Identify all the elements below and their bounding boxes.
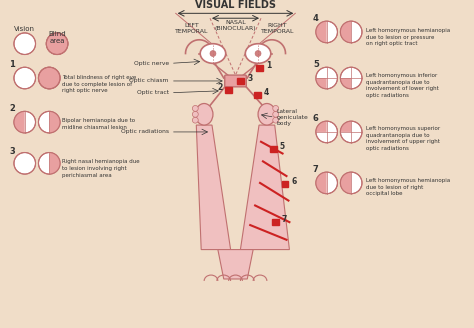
Text: Optic radiations: Optic radiations <box>121 130 169 134</box>
Wedge shape <box>316 78 327 89</box>
Text: Vision: Vision <box>14 26 35 32</box>
Ellipse shape <box>200 44 226 63</box>
Bar <box>272 219 279 225</box>
Ellipse shape <box>258 104 276 125</box>
Circle shape <box>340 121 362 143</box>
Circle shape <box>340 21 362 43</box>
Polygon shape <box>196 125 231 250</box>
Text: Optic chiasm: Optic chiasm <box>129 78 169 83</box>
Circle shape <box>316 21 337 43</box>
Text: LEFT
TEMPORAL: LEFT TEMPORAL <box>174 23 208 34</box>
Wedge shape <box>316 21 327 43</box>
Circle shape <box>273 111 279 117</box>
Text: 2: 2 <box>9 104 15 113</box>
Bar <box>237 78 244 84</box>
Circle shape <box>340 172 362 194</box>
Circle shape <box>14 67 36 89</box>
Circle shape <box>255 51 261 56</box>
Bar <box>282 181 289 187</box>
Text: 5: 5 <box>280 142 285 151</box>
Circle shape <box>316 121 337 143</box>
Circle shape <box>38 111 60 133</box>
Circle shape <box>316 67 337 89</box>
Circle shape <box>192 117 198 123</box>
Text: Bipolar hemianopia due to
midline chiasmal lesion: Bipolar hemianopia due to midline chiasm… <box>62 118 135 130</box>
Text: 2: 2 <box>218 83 223 92</box>
Wedge shape <box>340 121 351 132</box>
Circle shape <box>38 67 60 89</box>
Wedge shape <box>14 111 25 133</box>
Text: Left homonymous inferior
quadrantanopia due to
involvement of lower right
optic : Left homonymous inferior quadrantanopia … <box>366 73 438 98</box>
Text: 1: 1 <box>9 60 15 69</box>
Text: 7: 7 <box>313 165 319 174</box>
Ellipse shape <box>246 44 271 63</box>
Text: Total blindness of right eye
due to complete lesion of
right optic nerve: Total blindness of right eye due to comp… <box>62 75 136 93</box>
Text: NASAL
(BINOCULAR): NASAL (BINOCULAR) <box>215 20 256 31</box>
Circle shape <box>210 51 216 56</box>
Text: 6: 6 <box>292 177 297 186</box>
Text: 5: 5 <box>313 60 319 69</box>
Text: VISUAL FIELDS: VISUAL FIELDS <box>195 0 276 10</box>
Circle shape <box>192 111 198 117</box>
Bar <box>225 87 232 93</box>
Polygon shape <box>218 250 253 279</box>
Wedge shape <box>340 21 351 43</box>
Text: Right nasal hemianopia due
to lesion involving right
perichiasmal area: Right nasal hemianopia due to lesion inv… <box>62 159 140 177</box>
Wedge shape <box>316 172 327 194</box>
Text: Optic nerve: Optic nerve <box>134 61 169 66</box>
Text: Left homonymous superior
quadrantanopia due to
involvement of upper right
optic : Left homonymous superior quadrantanopia … <box>366 126 440 151</box>
Circle shape <box>38 67 60 89</box>
Bar <box>256 65 263 71</box>
Wedge shape <box>49 153 60 174</box>
Circle shape <box>46 33 68 54</box>
Wedge shape <box>316 121 327 132</box>
Text: 7: 7 <box>282 215 287 224</box>
Text: 4: 4 <box>264 88 269 97</box>
Text: 4: 4 <box>313 14 319 23</box>
Circle shape <box>273 106 279 111</box>
Ellipse shape <box>195 104 213 125</box>
Circle shape <box>14 33 36 54</box>
Circle shape <box>273 117 279 123</box>
Circle shape <box>340 67 362 89</box>
Text: RIGHT
TEMPORAL: RIGHT TEMPORAL <box>261 23 294 34</box>
Wedge shape <box>49 111 60 133</box>
Wedge shape <box>340 172 351 194</box>
Bar <box>254 92 261 98</box>
Circle shape <box>14 111 36 133</box>
Text: 3: 3 <box>247 74 253 83</box>
Text: Left homonymous hemianopia
due to lesion of right
occipital lobe: Left homonymous hemianopia due to lesion… <box>366 178 450 196</box>
Text: Optic tract: Optic tract <box>137 90 169 95</box>
Polygon shape <box>240 125 290 250</box>
Wedge shape <box>340 78 351 89</box>
Bar <box>270 146 277 152</box>
Circle shape <box>14 153 36 174</box>
Circle shape <box>316 172 337 194</box>
Text: 3: 3 <box>9 147 15 155</box>
Circle shape <box>46 33 68 54</box>
Text: Blind
area: Blind area <box>48 31 66 44</box>
Circle shape <box>38 153 60 174</box>
Text: Left homonymous hemianopia
due to lesion or pressure
on right optic tract: Left homonymous hemianopia due to lesion… <box>366 28 450 46</box>
Text: 6: 6 <box>313 114 319 123</box>
Text: 1: 1 <box>266 61 271 70</box>
Text: Lateral
geniculate
body: Lateral geniculate body <box>277 109 309 126</box>
FancyBboxPatch shape <box>225 75 246 87</box>
Circle shape <box>192 106 198 111</box>
